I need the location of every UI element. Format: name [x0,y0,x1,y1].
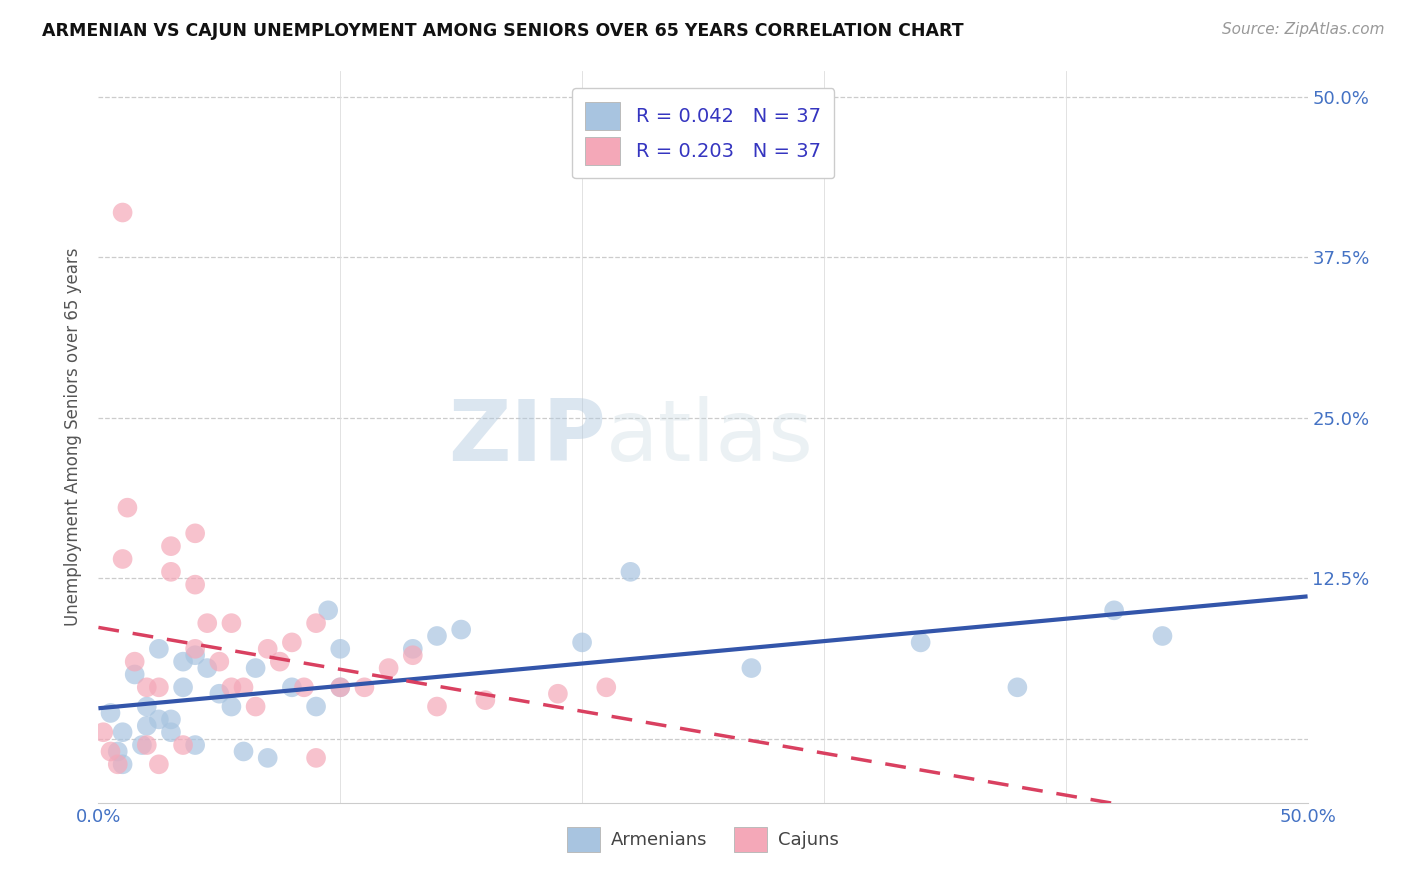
Point [329,681,352,695]
Point [402,641,425,656]
Point [221,681,243,695]
Point [377,661,399,675]
Point [172,681,194,695]
Point [111,205,134,219]
Point [160,539,183,553]
Point [281,635,304,649]
Point [160,712,183,726]
Point [124,667,146,681]
Point [100,706,122,720]
Point [160,725,183,739]
Point [245,699,267,714]
Point [402,648,425,663]
Point [208,687,231,701]
Point [353,681,375,695]
Point [221,699,243,714]
Point [195,616,218,631]
Point [305,751,328,765]
Y-axis label: Unemployment Among Seniors over 65 years: Unemployment Among Seniors over 65 years [65,248,83,626]
Point [184,526,207,541]
Point [1007,681,1029,695]
Point [281,681,304,695]
Point [1102,603,1125,617]
Point [131,738,153,752]
Point [148,641,170,656]
Point [107,744,129,758]
Legend: Armenians, Cajuns: Armenians, Cajuns [560,820,846,860]
Text: Source: ZipAtlas.com: Source: ZipAtlas.com [1222,22,1385,37]
Point [172,655,194,669]
Point [111,552,134,566]
Point [329,641,352,656]
Point [256,641,278,656]
Point [305,699,328,714]
Point [135,681,157,695]
Point [571,635,593,649]
Point [232,681,254,695]
Point [184,641,207,656]
Point [245,661,267,675]
Point [450,623,472,637]
Point [292,681,315,695]
Point [148,757,170,772]
Point [184,648,207,663]
Point [426,699,449,714]
Point [135,738,157,752]
Text: ARMENIAN VS CAJUN UNEMPLOYMENT AMONG SENIORS OVER 65 YEARS CORRELATION CHART: ARMENIAN VS CAJUN UNEMPLOYMENT AMONG SEN… [42,22,963,40]
Point [124,655,146,669]
Point [474,693,496,707]
Point [305,616,328,631]
Point [148,712,170,726]
Point [184,577,207,591]
Point [100,744,122,758]
Point [107,757,129,772]
Point [172,738,194,752]
Point [740,661,762,675]
Point [184,738,207,752]
Point [91,725,114,739]
Point [160,565,183,579]
Point [316,603,339,617]
Point [910,635,932,649]
Point [195,661,218,675]
Point [148,681,170,695]
Text: atlas: atlas [606,395,814,479]
Point [426,629,449,643]
Point [111,725,134,739]
Point [208,655,231,669]
Point [256,751,278,765]
Point [329,681,352,695]
Point [595,681,617,695]
Point [269,655,291,669]
Point [232,744,254,758]
Point [135,699,157,714]
Point [221,616,243,631]
Point [547,687,569,701]
Point [1152,629,1174,643]
Point [135,719,157,733]
Text: ZIP: ZIP [449,395,606,479]
Point [117,500,139,515]
Point [619,565,641,579]
Point [111,757,134,772]
